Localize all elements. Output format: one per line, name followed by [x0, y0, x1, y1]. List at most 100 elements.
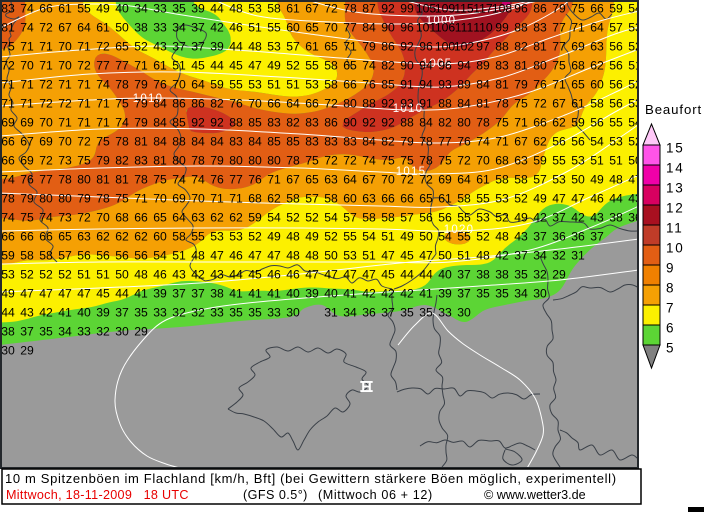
svg-text:32: 32	[191, 305, 205, 319]
svg-text:65: 65	[571, 77, 585, 91]
svg-text:78: 78	[115, 77, 129, 91]
svg-text:86: 86	[533, 1, 547, 15]
svg-text:(GFS 0.5°): (GFS 0.5°)	[243, 488, 308, 502]
svg-text:61: 61	[286, 1, 300, 15]
svg-text:78: 78	[419, 153, 433, 167]
svg-text:63: 63	[590, 39, 604, 53]
svg-text:77: 77	[552, 39, 566, 53]
svg-text:33: 33	[210, 305, 224, 319]
svg-text:41: 41	[134, 286, 148, 300]
svg-text:44: 44	[210, 58, 224, 72]
svg-text:50: 50	[419, 229, 433, 243]
svg-text:108: 108	[492, 1, 513, 15]
svg-text:37: 37	[191, 286, 205, 300]
svg-text:83: 83	[267, 115, 281, 129]
svg-text:62: 62	[552, 115, 566, 129]
svg-text:71: 71	[58, 77, 72, 91]
svg-text:38: 38	[609, 210, 623, 224]
svg-text:(Mittwoch 06 + 12): (Mittwoch 06 + 12)	[318, 488, 433, 502]
svg-text:74: 74	[191, 172, 205, 186]
svg-text:91: 91	[400, 77, 414, 91]
svg-text:82: 82	[381, 58, 395, 72]
svg-text:42: 42	[381, 286, 395, 300]
svg-text:45: 45	[191, 58, 205, 72]
svg-text:49: 49	[514, 210, 528, 224]
svg-text:84: 84	[419, 115, 433, 129]
svg-text:59: 59	[210, 77, 224, 91]
svg-text:42: 42	[191, 267, 205, 281]
svg-text:65: 65	[153, 210, 167, 224]
svg-text:38: 38	[476, 267, 490, 281]
svg-text:66: 66	[267, 96, 281, 110]
svg-text:71: 71	[571, 20, 585, 34]
svg-text:82: 82	[286, 115, 300, 129]
svg-text:35: 35	[419, 305, 433, 319]
svg-text:67: 67	[20, 134, 34, 148]
svg-text:51: 51	[248, 20, 262, 34]
svg-text:49: 49	[400, 229, 414, 243]
svg-text:47: 47	[419, 248, 433, 262]
svg-text:55: 55	[305, 58, 319, 72]
svg-text:35: 35	[248, 305, 262, 319]
svg-text:30: 30	[533, 286, 547, 300]
svg-text:63: 63	[362, 191, 376, 205]
svg-text:57: 57	[286, 39, 300, 53]
svg-text:68: 68	[248, 191, 262, 205]
svg-text:64: 64	[457, 172, 471, 186]
svg-text:64: 64	[286, 96, 300, 110]
svg-text:51: 51	[628, 58, 642, 72]
svg-text:63: 63	[191, 210, 205, 224]
svg-text:1000: 1000	[426, 15, 456, 27]
svg-text:78: 78	[343, 1, 357, 15]
svg-text:92: 92	[362, 115, 376, 129]
svg-text:106: 106	[435, 20, 456, 34]
svg-text:72: 72	[324, 153, 338, 167]
svg-text:83: 83	[495, 58, 509, 72]
svg-text:84: 84	[153, 115, 167, 129]
svg-text:54: 54	[438, 229, 452, 243]
svg-text:72: 72	[39, 96, 53, 110]
svg-text:96: 96	[514, 1, 528, 15]
svg-text:83: 83	[324, 134, 338, 148]
svg-text:83: 83	[229, 134, 243, 148]
svg-text:80: 80	[229, 153, 243, 167]
svg-text:66: 66	[1, 153, 15, 167]
svg-text:29: 29	[552, 267, 566, 281]
svg-text:74: 74	[1, 172, 15, 186]
svg-text:93: 93	[400, 96, 414, 110]
svg-text:92: 92	[191, 115, 205, 129]
svg-text:49: 49	[305, 229, 319, 243]
svg-text:44: 44	[609, 191, 623, 205]
svg-text:33: 33	[153, 305, 167, 319]
svg-text:14: 14	[666, 160, 685, 175]
svg-text:72: 72	[39, 77, 53, 91]
svg-text:59: 59	[533, 153, 547, 167]
svg-text:76: 76	[457, 134, 471, 148]
svg-text:72: 72	[77, 134, 91, 148]
svg-text:68: 68	[115, 210, 129, 224]
svg-text:34: 34	[514, 286, 528, 300]
svg-text:78: 78	[115, 134, 129, 148]
svg-text:84: 84	[457, 96, 471, 110]
svg-text:77: 77	[438, 134, 452, 148]
svg-text:72: 72	[457, 153, 471, 167]
svg-text:59: 59	[1, 248, 15, 262]
svg-text:72: 72	[324, 96, 338, 110]
svg-text:53: 53	[210, 229, 224, 243]
svg-text:80: 80	[77, 172, 91, 186]
svg-text:51: 51	[172, 58, 186, 72]
svg-text:45: 45	[381, 267, 395, 281]
svg-text:52: 52	[286, 210, 300, 224]
svg-text:47: 47	[267, 248, 281, 262]
svg-text:36: 36	[628, 210, 642, 224]
svg-text:83: 83	[533, 20, 547, 34]
svg-text:64: 64	[77, 20, 91, 34]
svg-text:47: 47	[305, 267, 319, 281]
svg-text:92: 92	[381, 1, 395, 15]
svg-text:71: 71	[1, 96, 15, 110]
svg-text:65: 65	[305, 20, 319, 34]
svg-text:70: 70	[58, 134, 72, 148]
svg-text:62: 62	[590, 58, 604, 72]
svg-text:99: 99	[495, 20, 509, 34]
svg-text:50: 50	[628, 153, 642, 167]
